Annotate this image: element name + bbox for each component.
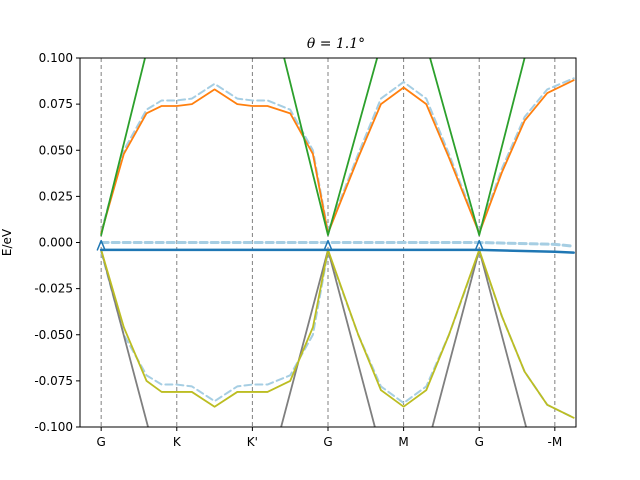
series-line-7: [100, 88, 329, 235]
series-line-12: [429, 58, 526, 237]
series-line-11: [283, 58, 379, 237]
y-tick-label-4: 0.000: [39, 236, 73, 250]
series-line-0: [100, 82, 329, 233]
y-tick-label-2: 0.050: [39, 143, 73, 157]
series-line-21: [323, 239, 333, 251]
series-line-2: [478, 77, 575, 233]
plot-content: [96, 58, 576, 427]
series-line-18: [478, 248, 575, 419]
series-line-17: [327, 248, 481, 408]
x-tick-label-5: G: [475, 435, 484, 449]
plot-area: 0.100 0.075 0.050 0.025 0.000 -0.025 -0.050 -0.…: [34, 51, 577, 449]
series-line-10: [100, 58, 146, 237]
x-tick-label-2: K': [247, 435, 258, 449]
chart-title: θ = 1.1°: [307, 36, 365, 52]
y-tick-label-1: 0.075: [39, 97, 73, 111]
series-line-9: [478, 79, 575, 235]
y-axis-label: E/eV: [0, 228, 14, 256]
series-line-8: [327, 86, 481, 235]
series-line-1: [327, 80, 481, 233]
y-tick-label-6: -0.050: [34, 328, 73, 342]
y-tick-label-5: -0.025: [34, 282, 73, 296]
y-tick-label-3: 0.025: [39, 189, 73, 203]
series-line-16: [100, 248, 329, 408]
series-line-20: [96, 239, 106, 251]
y-tick-label-8: -0.100: [34, 420, 73, 434]
series-line-3: [99, 241, 576, 248]
x-tick-label-1: K: [173, 435, 182, 449]
series-line-4: [100, 250, 329, 403]
x-tick-label-0: G: [97, 435, 106, 449]
y-tick-label-7: -0.075: [34, 374, 73, 388]
x-tick-label-4: M: [398, 435, 408, 449]
x-tick-label-6: -M: [547, 435, 562, 449]
series-line-22: [474, 239, 484, 251]
x-tick-label-3: G: [323, 435, 332, 449]
y-tick-label-0: 0.100: [39, 51, 73, 65]
series-line-19: [99, 248, 575, 254]
